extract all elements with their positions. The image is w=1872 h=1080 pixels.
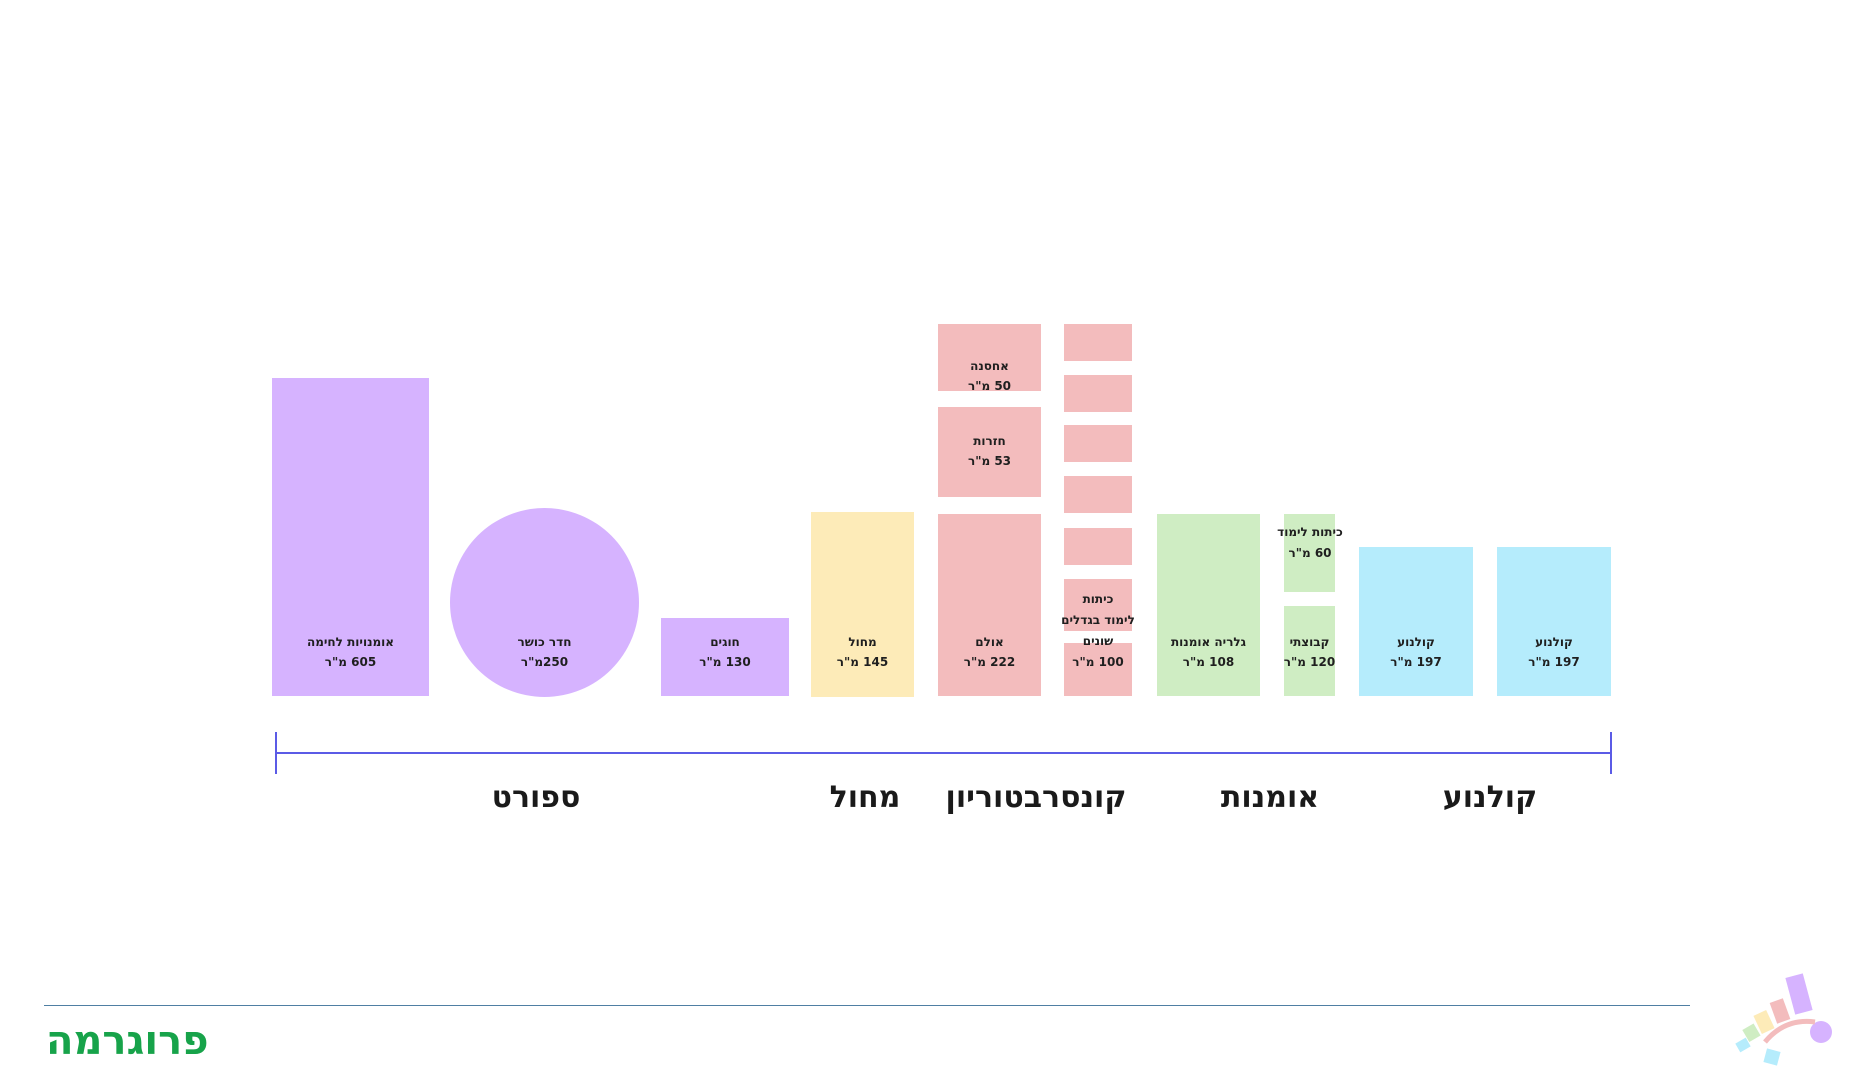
room-name: גלריה אומנות [1170,635,1247,649]
room-name-line3: שונים [1082,634,1114,648]
room-area: 130 מ"ר [699,655,751,669]
room-area: 108 מ"ר [1182,655,1235,669]
room-storage: אחסנה 50 מ"ר [938,324,1041,393]
room-area: 50 מ"ר [967,379,1012,393]
room-gallery: גלריה אומנות 108 מ"ר [1157,514,1260,696]
room-name: קבוצתי [1289,635,1330,649]
classroom-block [1064,476,1132,513]
page-title: פרוגרמה [46,1018,209,1064]
room-area: 222 מ"ר [963,655,1016,669]
room-hall: אולם 222 מ"ר [938,514,1041,696]
category-sport: ספורט [491,780,581,815]
classroom-block [1064,324,1132,361]
room-martial-arts: אומנויות לחימה 605 מ"ר [272,378,429,696]
room-name: קולנוע [1397,635,1435,649]
room-area: 197 מ"ר [1390,655,1442,669]
room-cinema-2: קולנוע 197 מ"ר [1497,547,1611,696]
classroom-block [1064,643,1132,696]
axis-tick-right [1610,732,1612,774]
room-area: 605 מ"ר [324,655,377,669]
room-area: 100 מ"ר [1072,655,1124,669]
room-rehearsals: חזרות 53 מ"ר [938,407,1041,497]
room-area: 145 מ"ר [836,655,889,669]
room-gym: חדר כושר 250מ"ר [450,508,639,697]
classroom-block [1064,528,1132,565]
room-area: 250מ"ר [520,655,569,669]
category-art: אומנות [1220,780,1320,815]
room-classrooms-sizes-label: כיתות לימוד בגדלים שונים 100 מ"ר [1048,589,1148,673]
room-clubs: חוגים 130 מ"ר [661,618,789,696]
room-group: קבוצתי 120 מ"ר [1284,606,1335,696]
room-name: מחול [848,635,877,649]
room-name: אולם [975,635,1004,649]
category-conservatory: קונסרבטוריון [945,780,1127,815]
room-name-line1: כיתות [1082,592,1114,606]
room-name: אומנויות לחימה [306,635,395,649]
room-name-line2: לימוד בגדלים [1061,613,1135,627]
room-dance-hall: מחול 145 מ"ר [811,512,914,697]
room-name: חדר כושר [517,635,572,649]
axis-tick-left [275,732,277,774]
room-name: חוגים [710,635,740,649]
room-art-classroom [1284,514,1335,592]
category-cinema: קולנוע [1442,780,1538,815]
room-name: חזרות [973,434,1006,448]
room-cinema-1: קולנוע 197 מ"ר [1359,547,1473,696]
logo-icon [1735,973,1832,1066]
room-art-classroom-label: כיתות לימוד 60 מ"ר [1260,522,1360,564]
room-name: קולנוע [1535,635,1573,649]
footer-divider [44,1005,1690,1006]
classroom-block [1064,425,1132,462]
room-name: אחסנה [970,359,1009,373]
room-area: 60 מ"ר [1288,546,1332,560]
category-axis-line [276,752,1612,754]
category-dance: מחול [829,780,901,815]
room-name: כיתות לימוד [1277,525,1343,539]
classroom-block [1064,579,1132,631]
room-area: 197 מ"ר [1528,655,1580,669]
room-area: 120 מ"ר [1283,655,1336,669]
room-area: 53 מ"ר [967,454,1012,468]
classroom-block [1064,375,1132,412]
